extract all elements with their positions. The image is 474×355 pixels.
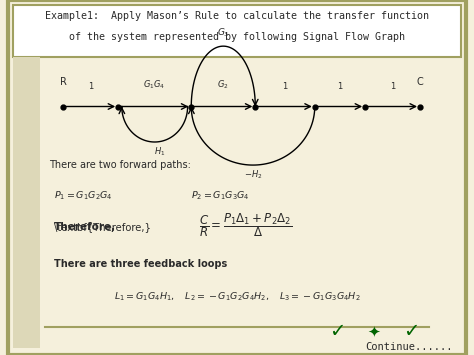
Text: $G_3$: $G_3$ — [217, 27, 229, 39]
Text: Continue......: Continue...... — [365, 342, 453, 352]
FancyBboxPatch shape — [9, 0, 465, 355]
Text: ✓: ✓ — [402, 322, 419, 342]
Text: There are two forward paths:: There are two forward paths: — [49, 160, 191, 170]
Text: $P_1 = G_1G_2G_4$: $P_1 = G_1G_2G_4$ — [54, 189, 113, 202]
Text: Example1:  Apply Mason’s Rule to calculate the transfer function: Example1: Apply Mason’s Rule to calculat… — [45, 11, 429, 21]
Text: Therefore,: Therefore, — [54, 222, 116, 232]
Text: $G_2$: $G_2$ — [218, 78, 229, 91]
Text: $G_1G_4$: $G_1G_4$ — [144, 78, 166, 91]
Text: 1: 1 — [88, 82, 93, 91]
Text: 1: 1 — [283, 82, 288, 91]
Text: $\dfrac{C}{R} = \dfrac{P_1\Delta_1 + P_2\Delta_2}{\Delta}$: $\dfrac{C}{R} = \dfrac{P_1\Delta_1 + P_2… — [200, 212, 293, 239]
FancyBboxPatch shape — [13, 5, 461, 57]
Text: ✓: ✓ — [329, 322, 346, 342]
Text: R: R — [60, 77, 67, 87]
Text: $P_2 = G_1G_3G_4$: $P_2 = G_1G_3G_4$ — [191, 189, 250, 202]
Text: \textbf{Therefore,}: \textbf{Therefore,} — [54, 222, 151, 232]
FancyBboxPatch shape — [13, 57, 40, 348]
Text: of the system represented by following Signal Flow Graph: of the system represented by following S… — [69, 32, 405, 42]
Text: $H_1$: $H_1$ — [154, 146, 165, 158]
Text: 1: 1 — [337, 82, 343, 91]
Text: $-H_2$: $-H_2$ — [244, 169, 262, 181]
Text: There are three feedback loops: There are three feedback loops — [54, 260, 228, 269]
Text: C: C — [417, 77, 423, 87]
Text: $L_1 = G_1G_4H_1, \quad L_2 = -G_1G_2G_4H_2, \quad L_3 = -G_1G_3G_4H_2$: $L_1 = G_1G_4H_1, \quad L_2 = -G_1G_2G_4… — [114, 290, 360, 303]
Text: ✦: ✦ — [368, 324, 381, 339]
Text: 1: 1 — [390, 82, 395, 91]
